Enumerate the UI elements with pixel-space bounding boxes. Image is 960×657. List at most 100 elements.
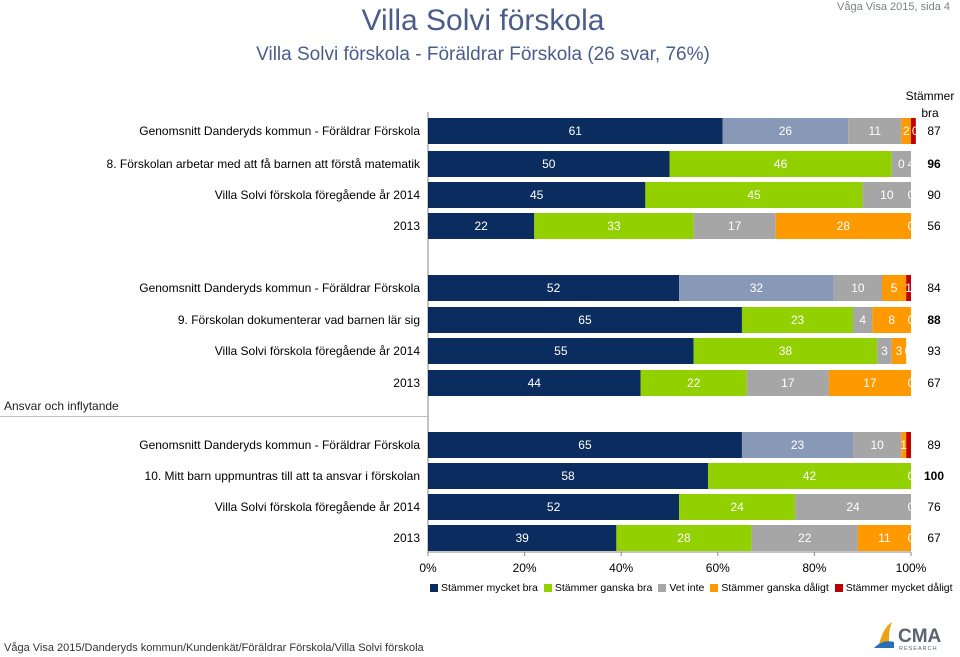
bar-segment bbox=[877, 338, 892, 364]
bar-value-label: 0 bbox=[912, 124, 919, 138]
bar-segment bbox=[679, 275, 834, 301]
row-label: Genomsnitt Danderyds kommun - Föräldrar … bbox=[139, 281, 420, 295]
bar-value-label: 33 bbox=[607, 219, 621, 233]
row-total: 84 bbox=[927, 281, 941, 295]
row-label: 2013 bbox=[393, 219, 420, 233]
bar-value-label: 58 bbox=[561, 469, 575, 483]
bar-value-label: 0 bbox=[898, 157, 905, 171]
legend-item: Stämmer mycket bra bbox=[430, 582, 538, 594]
bar-value-label: 3 bbox=[896, 344, 903, 358]
page-reference: Våga Visa 2015, sida 4 bbox=[837, 1, 950, 13]
bar-value-label: 3 bbox=[881, 344, 888, 358]
bar-segment bbox=[679, 494, 796, 520]
bar-segment bbox=[428, 275, 680, 301]
row-total: 100 bbox=[924, 469, 944, 483]
legend-swatch bbox=[710, 584, 719, 592]
legend-swatch bbox=[658, 584, 667, 592]
bar-value-label: 52 bbox=[547, 500, 561, 514]
bar-segment bbox=[901, 432, 907, 458]
x-tick-label: 20% bbox=[513, 561, 537, 575]
legend-label: Stämmer mycket dåligt bbox=[845, 582, 953, 594]
bar-value-label: 0 bbox=[908, 313, 915, 327]
bar-segment bbox=[775, 213, 911, 239]
bar-segment bbox=[428, 525, 617, 551]
bar-value-label: 24 bbox=[846, 500, 860, 514]
bar-segment bbox=[872, 307, 911, 333]
bar-segment bbox=[428, 432, 742, 458]
bar-segment bbox=[534, 213, 694, 239]
bar-segment bbox=[853, 307, 873, 333]
row-label: 2013 bbox=[393, 531, 420, 545]
legend-item: Stämmer ganska bra bbox=[543, 582, 653, 594]
x-tick-label: 80% bbox=[802, 561, 826, 575]
bar-value-label: 0 bbox=[908, 188, 915, 202]
logo-subtext: RESEARCH bbox=[899, 646, 938, 652]
logo-wave-icon bbox=[874, 641, 894, 648]
legend-swatch bbox=[834, 584, 843, 592]
bar-value-label: 17 bbox=[863, 376, 877, 390]
bar-segment bbox=[891, 151, 911, 177]
logo-text: CMA bbox=[898, 626, 942, 647]
column-label-stammer-bra: Stämmer bra bbox=[905, 89, 955, 120]
bar-segment bbox=[428, 370, 641, 396]
bar-segment bbox=[906, 432, 911, 458]
row-label: Genomsnitt Danderyds kommun - Föräldrar … bbox=[139, 124, 420, 138]
bar-segment bbox=[669, 151, 892, 177]
bar-segment bbox=[640, 370, 747, 396]
legend-label: Stämmer ganska dåligt bbox=[721, 582, 829, 594]
row-total: 67 bbox=[927, 531, 941, 545]
bar-segment bbox=[862, 182, 911, 208]
bar-segment bbox=[428, 463, 709, 489]
row-total: 96 bbox=[927, 157, 941, 171]
x-tick-label: 60% bbox=[706, 561, 730, 575]
bar-value-label: 45 bbox=[530, 188, 544, 202]
bar-segment bbox=[428, 338, 694, 364]
bar-segment bbox=[751, 525, 858, 551]
row-label: Villa Solvi förskola föregående år 2014 bbox=[215, 500, 421, 514]
bar-value-label: 45 bbox=[747, 188, 761, 202]
bar-value-label: 17 bbox=[781, 376, 795, 390]
bar-value-label: 39 bbox=[516, 531, 530, 545]
row-total: 93 bbox=[927, 344, 941, 358]
bar-value-label: 0 bbox=[908, 531, 915, 545]
bar-value-label: 0 bbox=[908, 500, 915, 514]
bar-segment bbox=[911, 118, 916, 144]
cma-logo: CMA RESEARCH bbox=[874, 622, 942, 652]
bar-value-label: 0 bbox=[908, 376, 915, 390]
bar-value-label: 61 bbox=[569, 124, 583, 138]
bar-segment bbox=[428, 494, 680, 520]
bar-segment bbox=[708, 463, 911, 489]
x-tick-label: 40% bbox=[609, 561, 633, 575]
bar-segment bbox=[428, 118, 723, 144]
bar-segment bbox=[693, 213, 776, 239]
bar-value-label: 2 bbox=[903, 124, 910, 138]
bar-value-label: 11 bbox=[869, 124, 882, 138]
bar-value-label: 24 bbox=[730, 500, 744, 514]
page-subtitle: Villa Solvi förskola - Föräldrar Förskol… bbox=[256, 44, 710, 65]
bar-segment bbox=[828, 370, 911, 396]
bar-segment bbox=[428, 151, 670, 177]
bar-value-label: 11 bbox=[878, 531, 891, 545]
bar-segment bbox=[906, 275, 911, 301]
row-total: 67 bbox=[927, 376, 941, 390]
bar-segment bbox=[616, 525, 752, 551]
bar-value-label: 0 bbox=[908, 469, 915, 483]
section-label: Ansvar och inflytande bbox=[4, 399, 119, 413]
bar-segment bbox=[746, 370, 829, 396]
bar-segment bbox=[645, 182, 863, 208]
bar-value-label: 4 bbox=[859, 313, 866, 327]
bar-value-label: 8 bbox=[888, 313, 895, 327]
row-label: Villa Solvi förskola föregående år 2014 bbox=[215, 344, 421, 358]
bar-value-label: 28 bbox=[837, 219, 851, 233]
bar-value-label: 42 bbox=[803, 469, 817, 483]
stacked-bar-chart: 0% 20% 40% 60% 80% 100% Genomsnitt Danderyds k… bbox=[107, 112, 944, 575]
legend-label: Stämmer ganska bra bbox=[554, 582, 653, 594]
bar-segment bbox=[741, 432, 854, 458]
bar-value-label: 5 bbox=[891, 281, 898, 295]
bar-value-label: 10 bbox=[851, 281, 865, 295]
bar-segment bbox=[891, 338, 907, 364]
legend-item: Stämmer mycket dåligt bbox=[834, 582, 953, 594]
bar-value-label: 38 bbox=[779, 344, 793, 358]
bar-value-label: 10 bbox=[880, 188, 894, 202]
row-label: 10. Mitt barn uppmuntras till att ta ans… bbox=[145, 469, 420, 483]
